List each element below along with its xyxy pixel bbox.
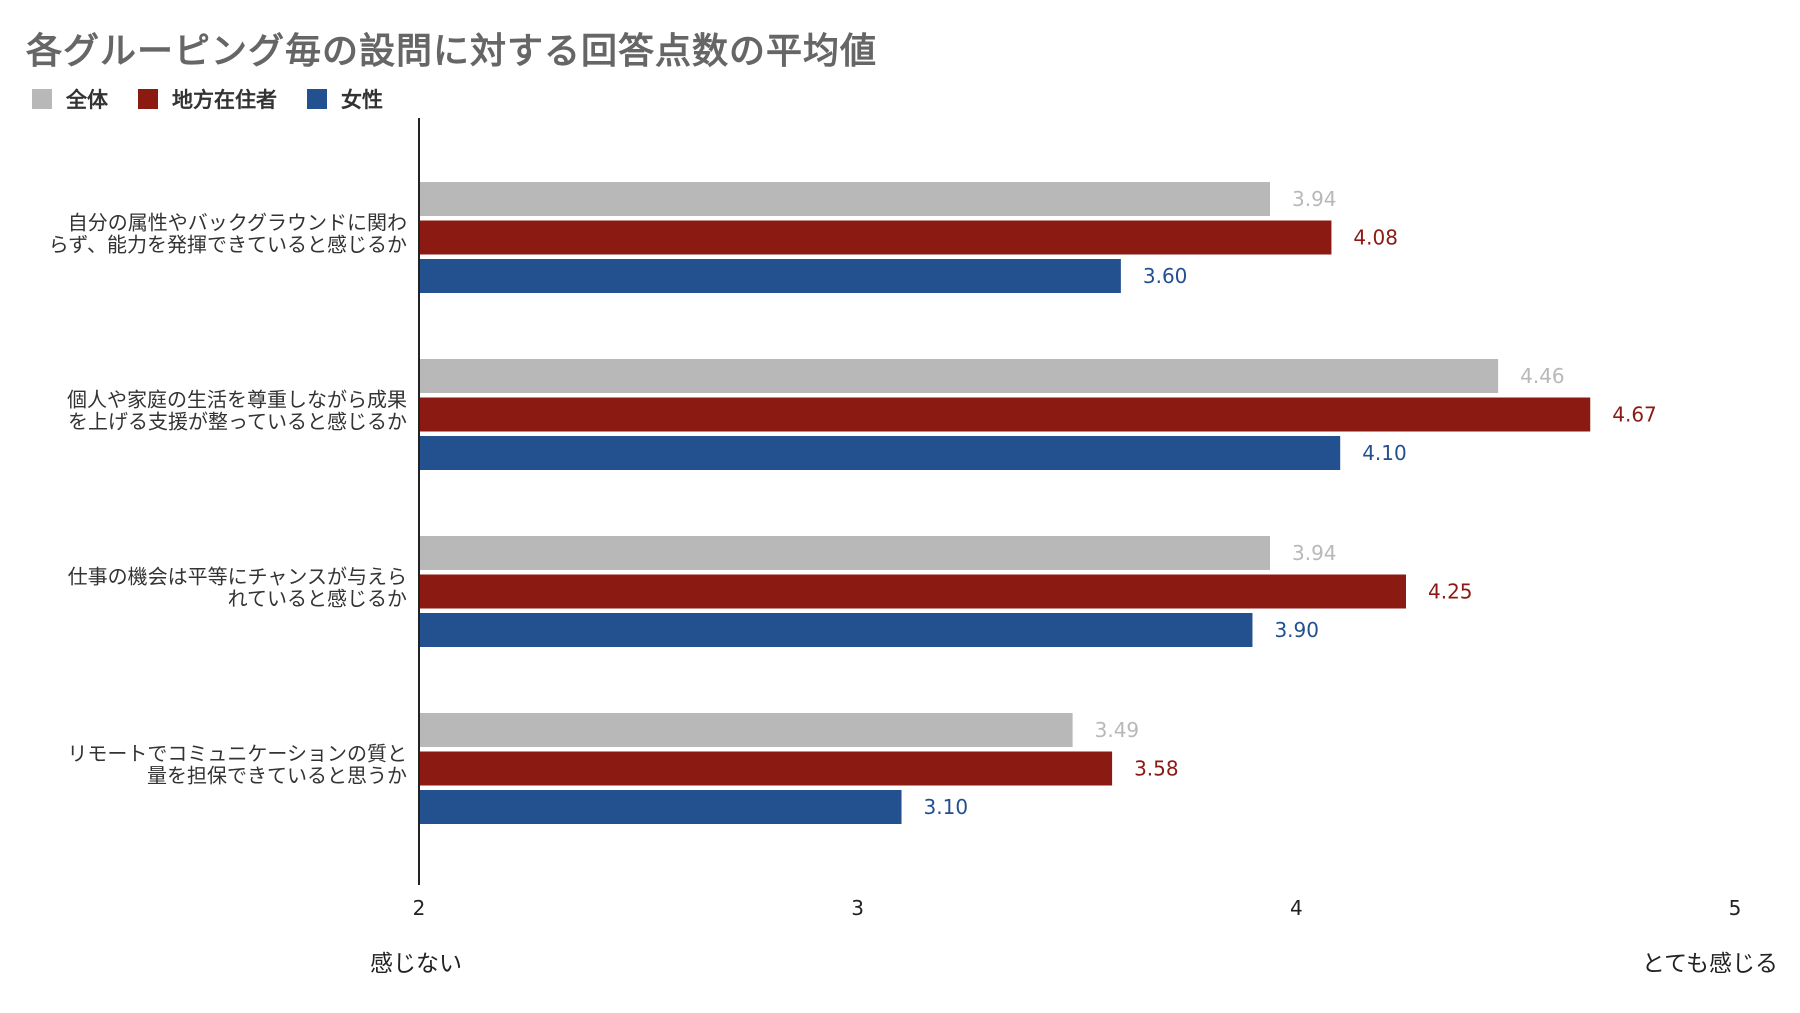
- bar: [420, 790, 902, 824]
- category-label: 自分の属性やバックグラウンドに関わ: [68, 211, 407, 235]
- legend-item-female: 女性: [307, 84, 383, 114]
- data-label: 4.25: [1428, 580, 1473, 604]
- bar: [420, 259, 1121, 293]
- data-label: 3.90: [1274, 618, 1319, 642]
- axis-end-right-label: とても感じる: [1641, 951, 1778, 977]
- x-tick-label: 2: [413, 896, 426, 920]
- x-tick-label: 3: [851, 896, 864, 920]
- data-label: 4.08: [1353, 226, 1398, 250]
- legend-label-all: 全体: [66, 88, 108, 112]
- category-label: 仕事の機会は平等にチャンスが与えら: [68, 565, 407, 589]
- chart-title: 各グルーピング毎の設問に対する回答点数の平均値: [26, 31, 878, 72]
- data-label: 3.60: [1143, 264, 1188, 288]
- data-label: 3.94: [1292, 541, 1337, 565]
- legend-swatch-regional: [138, 89, 158, 109]
- category-label: らず、能力を発揮できていると感じるか: [49, 233, 407, 257]
- data-label: 4.46: [1520, 364, 1565, 388]
- legend-swatch-all: [32, 89, 52, 109]
- category-label: を上げる支援が整っていると感じるか: [68, 410, 407, 434]
- legend-label-female: 女性: [341, 88, 383, 112]
- bar: [420, 613, 1253, 647]
- legend-swatch-female: [307, 89, 327, 109]
- data-label: 4.10: [1362, 441, 1407, 465]
- legend-label-regional: 地方在住者: [172, 88, 277, 112]
- category-label: 量を担保できていると思うか: [147, 764, 407, 788]
- category-label: れていると感じるか: [228, 587, 407, 611]
- bar: [420, 536, 1271, 570]
- bar: [420, 713, 1073, 747]
- bar: [420, 359, 1499, 393]
- axis-end-left-label: 感じない: [370, 951, 462, 977]
- category-label: 個人や家庭の生活を尊重しながら成果: [67, 388, 407, 412]
- bar: [420, 220, 1332, 255]
- bar: [420, 751, 1113, 786]
- bar: [420, 574, 1406, 609]
- data-label: 3.10: [924, 795, 969, 819]
- bar: [420, 397, 1591, 432]
- bar: [420, 182, 1271, 216]
- bar: [420, 436, 1341, 470]
- legend-item-regional: 地方在住者: [138, 84, 277, 114]
- data-label: 3.94: [1292, 187, 1337, 211]
- data-label: 3.58: [1134, 757, 1179, 781]
- chart-legend: 全体 地方在住者 女性: [32, 84, 383, 114]
- data-label: 3.49: [1095, 718, 1140, 742]
- x-tick-label: 5: [1729, 896, 1742, 920]
- data-label: 4.67: [1612, 403, 1657, 427]
- legend-item-all: 全体: [32, 84, 108, 114]
- category-label: リモートでコミュニケーションの質と: [67, 742, 407, 766]
- x-tick-label: 4: [1290, 896, 1303, 920]
